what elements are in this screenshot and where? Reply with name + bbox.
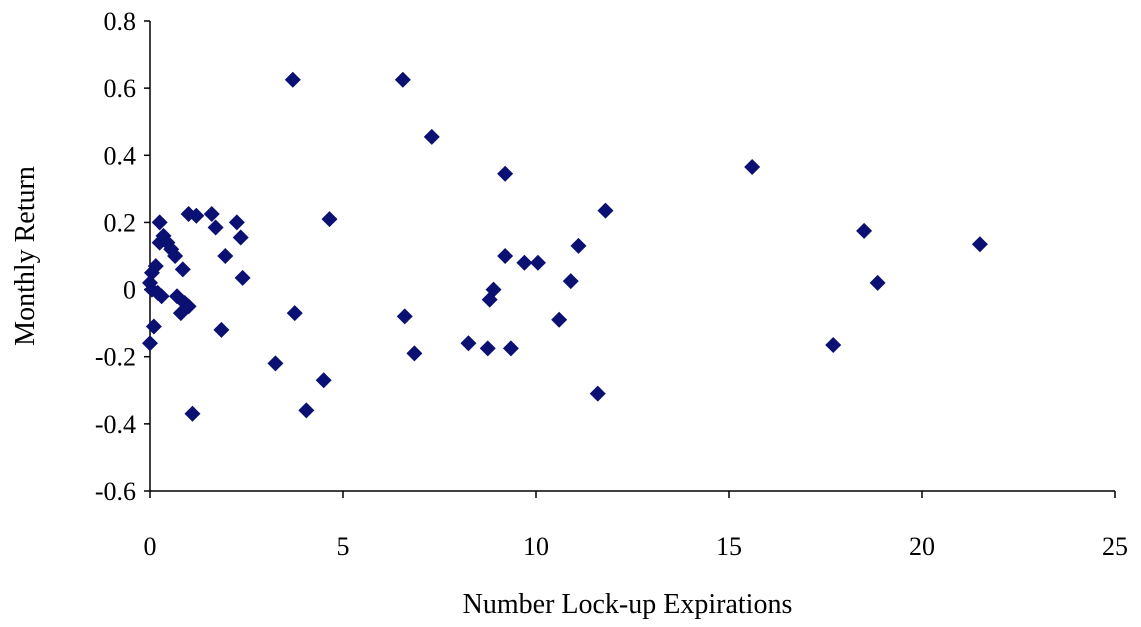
data-point (203, 206, 220, 223)
x-ticks: 0 5 10 15 20 25 (144, 491, 1128, 561)
data-point (298, 402, 315, 419)
data-point (825, 336, 842, 353)
data-point (286, 305, 303, 322)
data-point (267, 355, 284, 372)
data-points (142, 71, 988, 422)
data-point (234, 269, 251, 286)
x-tick-label: 20 (909, 532, 935, 561)
x-tick-label: 5 (337, 532, 350, 561)
data-point (217, 248, 234, 264)
data-point (151, 214, 168, 231)
data-point (321, 211, 338, 228)
data-point (167, 248, 184, 264)
data-point (394, 71, 411, 88)
y-tick-label: 0.4 (104, 141, 137, 170)
data-point (529, 254, 546, 271)
data-point (497, 165, 514, 182)
data-point (502, 340, 519, 357)
x-axis-title: Number Lock-up Expirations (463, 589, 793, 620)
data-point (869, 274, 886, 291)
data-point (562, 273, 579, 290)
data-point (396, 308, 413, 325)
data-point (180, 298, 197, 315)
data-point (207, 219, 224, 236)
y-tick-label: -0.2 (95, 343, 136, 372)
data-point (856, 222, 873, 239)
x-tick-label: 0 (144, 532, 157, 561)
y-axis-title: Monthly Return (10, 166, 41, 346)
data-point (228, 214, 245, 231)
axes (149, 21, 1115, 492)
x-tick-label: 15 (716, 532, 742, 561)
data-point (406, 345, 423, 362)
y-tick-label: -0.6 (95, 477, 136, 506)
x-tick-label: 10 (523, 532, 549, 561)
data-point (423, 128, 440, 145)
data-point (145, 318, 162, 335)
y-tick-label: 0 (123, 276, 136, 305)
data-point (174, 261, 191, 278)
data-point (597, 202, 614, 219)
data-point (485, 281, 502, 298)
data-point (284, 71, 301, 88)
data-point (153, 288, 170, 305)
y-tick-label: 0.8 (104, 7, 137, 36)
data-point (497, 248, 514, 264)
data-point (551, 311, 568, 328)
data-point (315, 372, 332, 389)
data-point (744, 159, 761, 176)
data-point (971, 236, 988, 253)
x-tick-label: 25 (1102, 532, 1128, 561)
y-tick-label: 0.6 (104, 74, 137, 103)
y-tick-label: 0.2 (104, 208, 137, 237)
data-point (232, 229, 249, 246)
data-point (147, 258, 164, 275)
y-ticks: -0.6 -0.4 -0.2 0 0.2 0.4 0.6 0.8 (95, 7, 150, 506)
data-point (479, 340, 496, 357)
data-point (188, 207, 205, 224)
data-point (570, 237, 587, 254)
data-point (184, 405, 201, 422)
y-tick-label: -0.4 (95, 410, 136, 439)
data-point (142, 335, 158, 352)
data-point (589, 385, 606, 402)
data-point (460, 335, 477, 352)
data-point (516, 254, 533, 271)
data-point (213, 321, 230, 338)
